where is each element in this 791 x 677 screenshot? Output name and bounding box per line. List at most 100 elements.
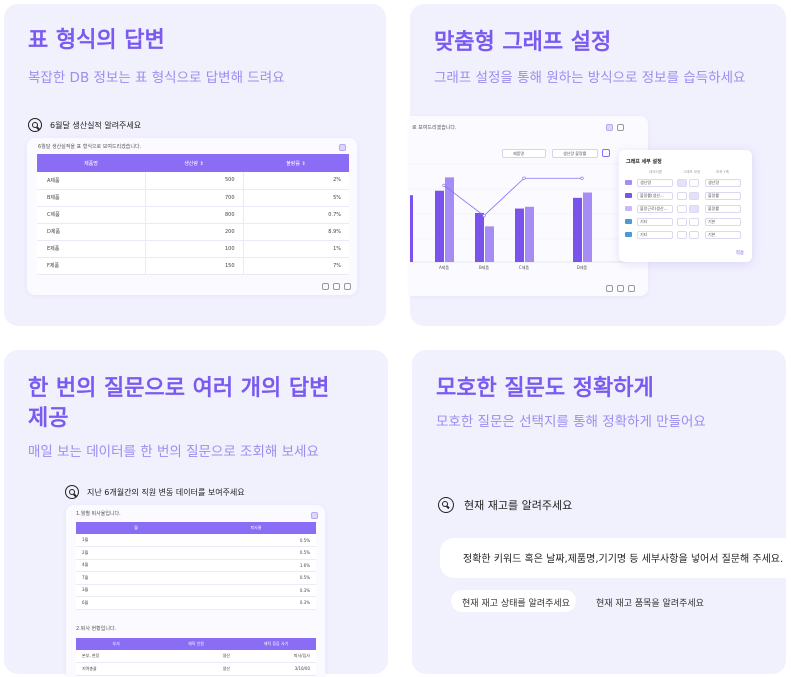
x-axis-select[interactable]: 제품명 <box>502 149 546 158</box>
copy-icon[interactable] <box>322 283 329 290</box>
table-row: E제품 100 1% <box>37 240 349 258</box>
cell: 6월 <box>76 596 196 610</box>
line-point[interactable] <box>442 183 446 187</box>
table-view-icon[interactable] <box>311 512 318 519</box>
line-shape-icon[interactable] <box>689 192 699 200</box>
thumbs-up-icon[interactable] <box>333 283 340 290</box>
line-shape-icon[interactable] <box>689 179 699 187</box>
color-swatch[interactable] <box>625 193 632 198</box>
color-swatch[interactable] <box>625 206 632 211</box>
thumbs-down-icon[interactable] <box>344 283 351 290</box>
cell: 2월 <box>76 546 196 560</box>
chart-view-icon[interactable] <box>328 144 335 151</box>
card-subtitle: 매일 보는 데이터를 한 번의 질문으로 조회해 보세요 <box>28 444 319 460</box>
column-header[interactable]: 제품명 <box>37 154 145 172</box>
data-name-select[interactable]: 기타 <box>637 231 673 239</box>
color-swatch[interactable] <box>625 232 632 237</box>
cell: 0.3% <box>196 584 316 597</box>
axis-select[interactable]: 기본 <box>705 218 741 226</box>
option-chip-label[interactable]: 현재 재고 상태를 알려주세요 <box>462 599 570 609</box>
bar[interactable] <box>475 213 484 262</box>
chart-view-icon[interactable] <box>300 512 307 519</box>
axis-select[interactable]: 불량률 <box>705 205 741 213</box>
data-name-select[interactable]: 기타 <box>637 218 673 226</box>
bar[interactable] <box>515 208 524 262</box>
cell: 150 <box>144 257 243 275</box>
line-point[interactable] <box>580 176 584 180</box>
table-row: F제품 150 7% <box>37 257 349 275</box>
column-header[interactable]: 불량률 ⇕ <box>243 154 349 172</box>
table-view-icon[interactable] <box>339 144 346 151</box>
bar[interactable] <box>435 190 444 262</box>
column-header[interactable]: 부서 <box>76 638 156 650</box>
bar[interactable] <box>525 206 534 262</box>
dialog-header: 데이터명 <box>649 170 662 174</box>
table-row: B제품 700 5% <box>37 189 349 207</box>
bar-chart: A제품 B제품 C제품 D제품 <box>410 163 628 270</box>
thumbs-down-icon[interactable] <box>628 285 635 292</box>
line-point[interactable] <box>482 214 486 218</box>
column-header[interactable]: 재직 증감 사기 <box>236 638 316 650</box>
bar-shape-icon[interactable] <box>677 231 687 239</box>
card-title: 표 형식의 답변 <box>28 28 165 53</box>
cell: B제품 <box>37 189 145 207</box>
axis-select[interactable]: 생산량 <box>705 179 741 187</box>
cell: 800 <box>144 206 243 224</box>
view-toggle[interactable] <box>606 124 624 131</box>
line-point[interactable] <box>522 176 526 180</box>
option-chip-status[interactable] <box>451 590 576 612</box>
query-text: 6월달 생산실적 알려주세요 <box>50 120 142 130</box>
cell: 본부, 현장 <box>76 650 156 663</box>
cell: 100 <box>144 240 243 258</box>
color-swatch[interactable] <box>625 180 632 185</box>
bar[interactable] <box>583 192 592 262</box>
color-swatch[interactable] <box>625 219 632 224</box>
apply-button[interactable]: 적용 <box>735 251 744 256</box>
cell: 8.9% <box>242 223 349 241</box>
cell: C제품 <box>37 206 145 224</box>
bar-shape-icon[interactable] <box>677 179 687 187</box>
dialog-row: 기타 기본 <box>625 231 747 240</box>
data-name-select[interactable]: 불량근로(생산... <box>637 205 673 213</box>
card-subtitle: 모호한 질문은 선택지를 통해 정확하게 만들어요 <box>436 414 706 430</box>
table-row: 2월 0.5% <box>76 546 316 560</box>
thumbs-up-icon[interactable] <box>617 285 624 292</box>
line-shape-icon[interactable] <box>689 231 699 239</box>
bar[interactable] <box>573 197 582 262</box>
cell: 생산 <box>156 650 236 663</box>
bar-shape-icon[interactable] <box>677 192 687 200</box>
section-title: 1.월별 퇴사율입니다. <box>76 511 121 517</box>
chart-view-icon[interactable] <box>606 124 613 131</box>
table-view-icon[interactable] <box>617 124 624 131</box>
cell: 200 <box>144 223 243 241</box>
cell: 700 <box>144 189 243 207</box>
data-name-select[interactable]: 생산량 <box>637 179 673 187</box>
column-header[interactable]: 생산량 ⇕ <box>145 154 243 172</box>
y-axis-select[interactable]: 생산량 불량률 <box>552 149 598 158</box>
cell: E제품 <box>37 240 145 258</box>
line-shape-icon[interactable] <box>689 218 699 226</box>
column-header[interactable]: 월 <box>76 522 196 534</box>
bar-shape-icon[interactable] <box>677 205 687 213</box>
column-header[interactable]: 재직 인원 <box>156 638 236 650</box>
view-toggle[interactable] <box>328 144 346 151</box>
cell: 0.5% <box>196 534 316 547</box>
query-row: 지난 6개월간의 직원 변동 데이터를 보여주세요 <box>65 485 245 499</box>
cell: 3월 <box>76 584 196 597</box>
axis-select[interactable]: 기본 <box>705 231 741 239</box>
option-chip-items[interactable]: 현재 재고 품목을 알려주세요 <box>596 599 704 609</box>
axis-select[interactable]: 불량률 <box>705 192 741 200</box>
bar[interactable] <box>410 195 413 262</box>
refresh-icon[interactable] <box>606 285 613 292</box>
column-header[interactable]: 퇴사율 <box>196 522 316 534</box>
bar[interactable] <box>445 177 454 262</box>
table-row: 1월 0.5% <box>76 534 316 547</box>
line-shape-icon[interactable] <box>689 205 699 213</box>
bar-shape-icon[interactable] <box>677 218 687 226</box>
settings-icon[interactable] <box>602 149 610 157</box>
data-name-select[interactable]: 불량률(생산... <box>637 192 673 200</box>
view-toggle[interactable] <box>300 512 318 519</box>
cell: 지역총괄 <box>76 662 156 676</box>
bar[interactable] <box>485 226 494 262</box>
x-tick-label: B제품 <box>479 264 489 270</box>
